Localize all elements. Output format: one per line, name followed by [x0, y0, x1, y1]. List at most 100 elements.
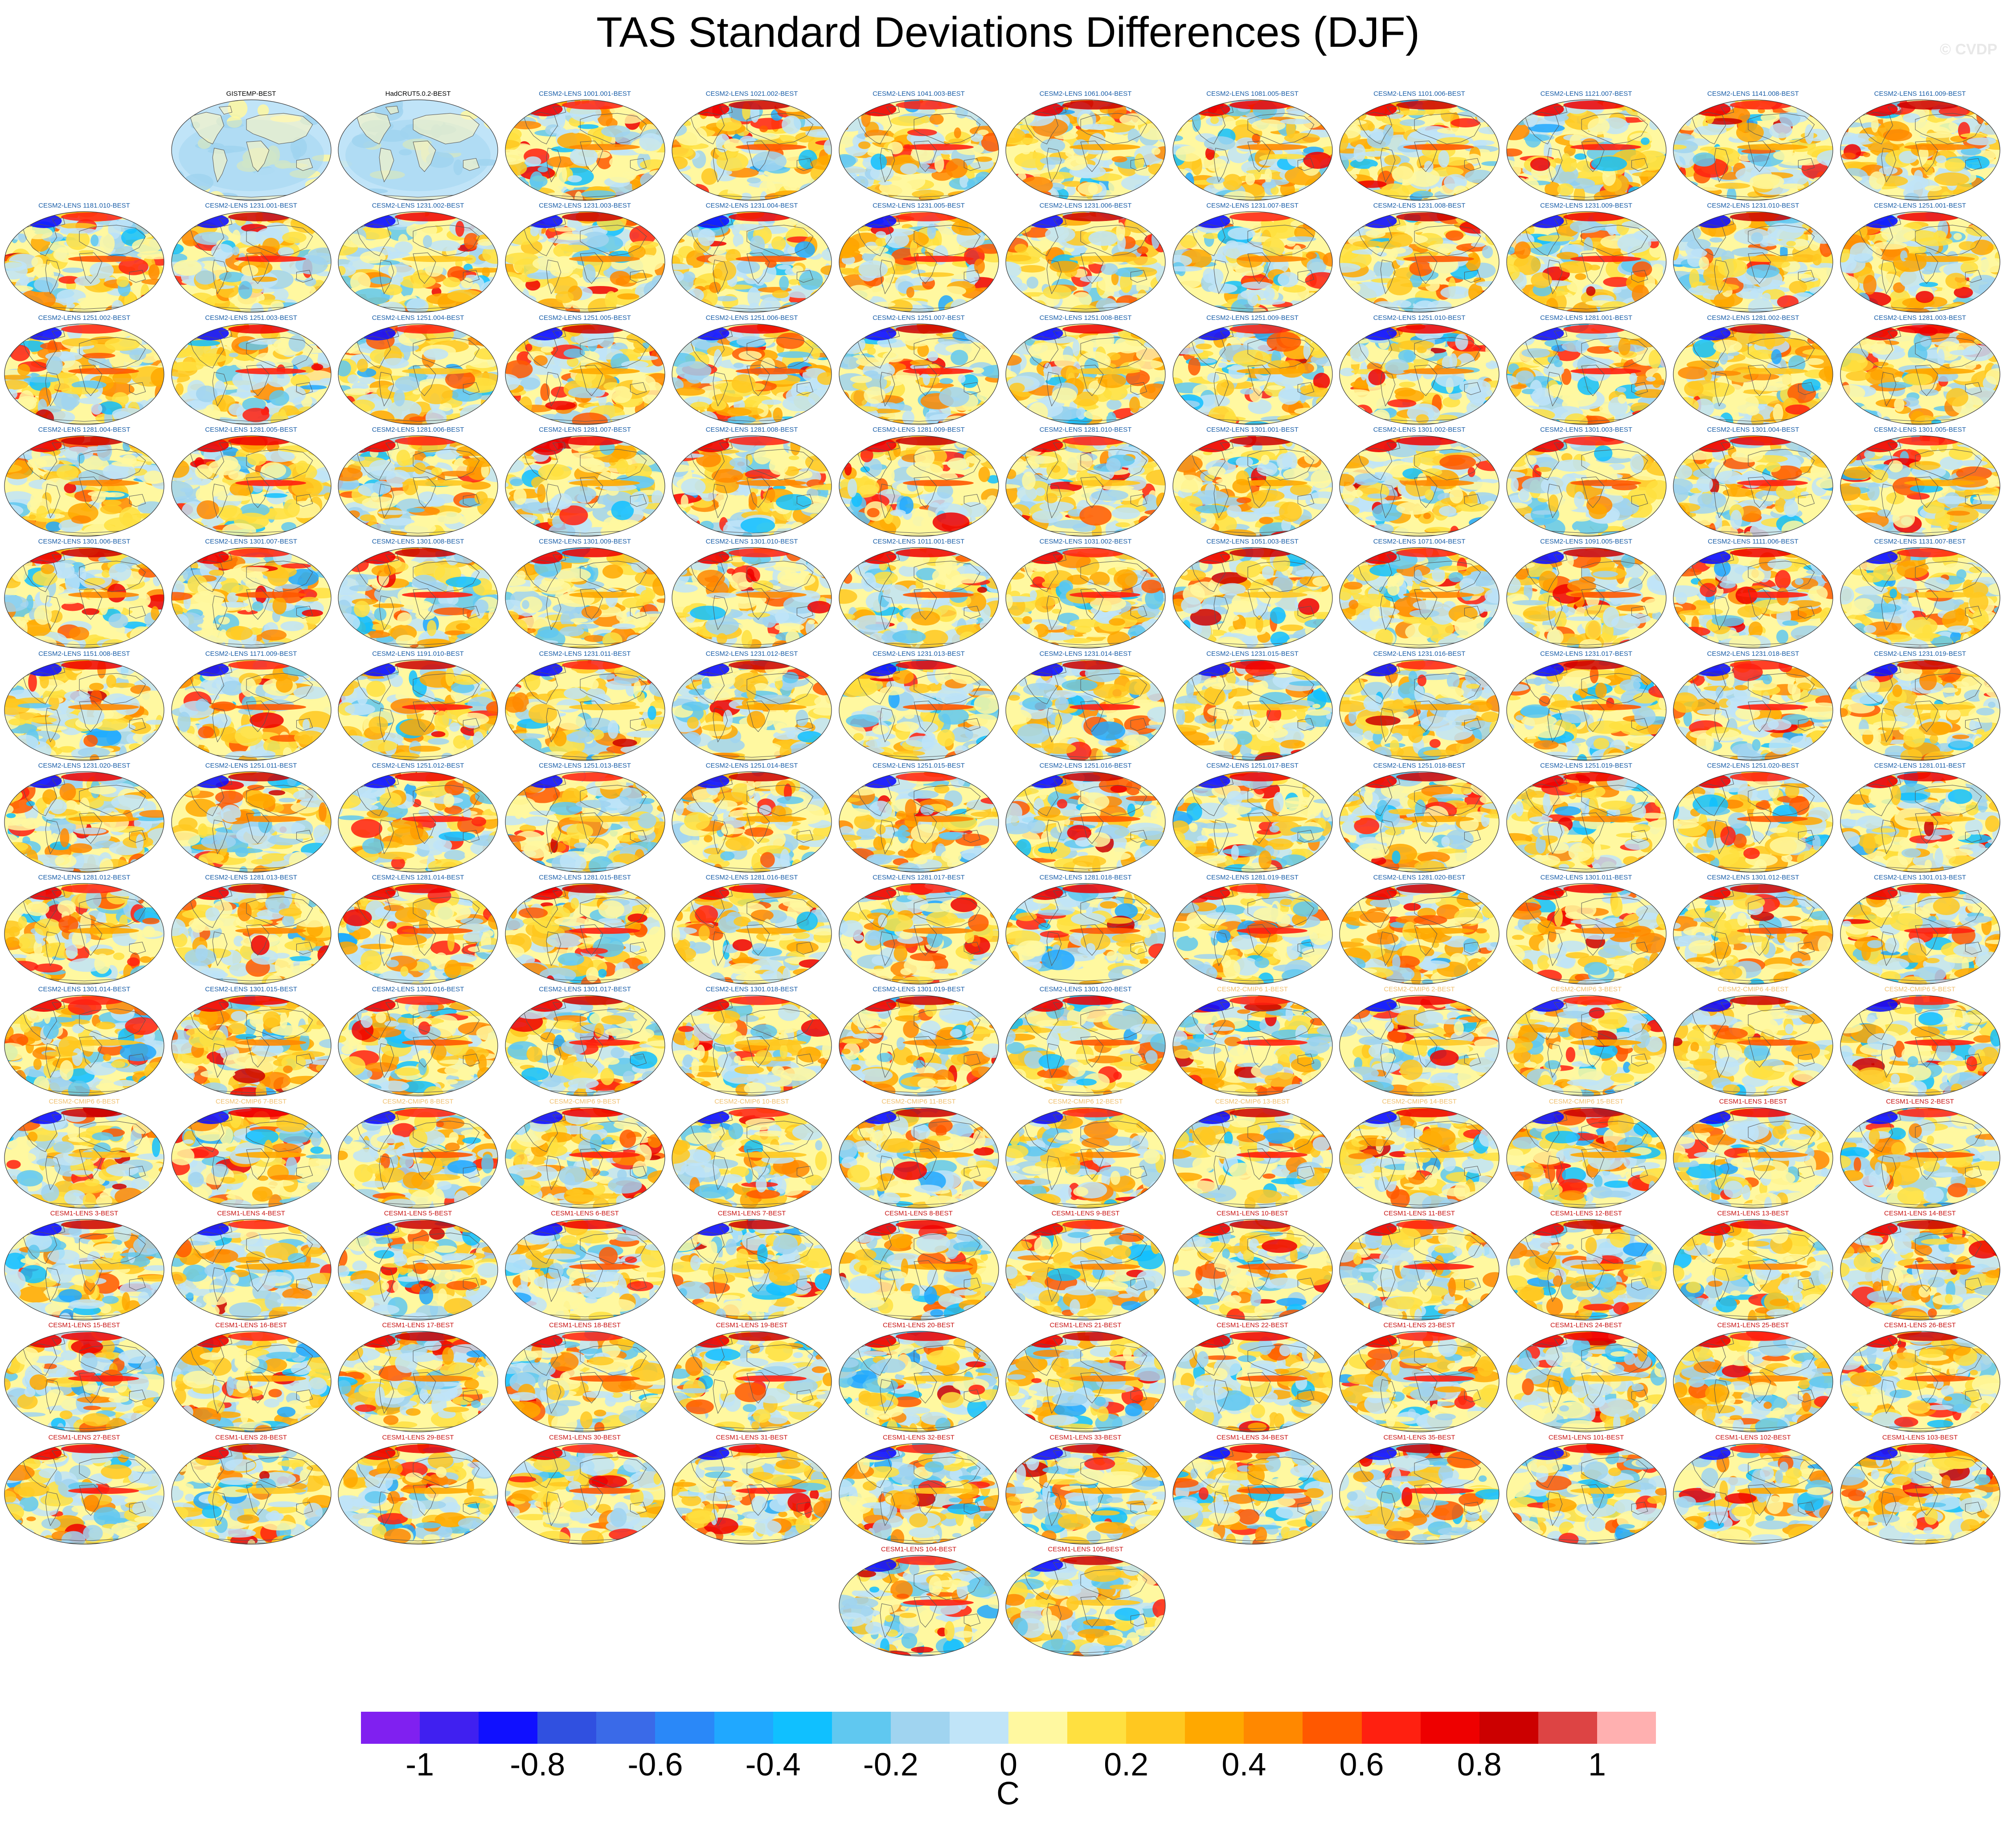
robinson-map: [504, 547, 665, 649]
robinson-map: [1339, 1219, 1500, 1321]
map-panel: CESM1-LENS 32-BEST: [838, 1434, 1000, 1546]
map-panel: CESM2-CMIP6 10-BEST: [671, 1098, 832, 1210]
panel-label: CESM1-LENS 18-BEST: [504, 1321, 666, 1329]
robinson-map: [504, 1331, 665, 1432]
panel-label: CESM2-LENS 1281.009-BEST: [838, 426, 1000, 434]
map-panel: CESM2-LENS 1101.006-BEST: [1339, 90, 1500, 202]
map-panel: CESM2-LENS 1281.003-BEST: [1840, 314, 2001, 426]
panel-label: CESM2-LENS 1301.001-BEST: [1172, 426, 1333, 434]
map-panel: CESM2-LENS 1231.008-BEST: [1339, 202, 1500, 314]
robinson-map: [171, 1107, 332, 1209]
panel-label: CESM2-LENS 1301.012-BEST: [1672, 874, 1834, 882]
map-panel: CESM2-LENS 1251.007-BEST: [838, 314, 1000, 426]
robinson-map: [171, 1219, 332, 1321]
panel-label: CESM2-LENS 1281.004-BEST: [4, 426, 165, 434]
map-panel: CESM2-LENS 1251.020-BEST: [1672, 762, 1834, 874]
map-panel: CESM1-LENS 18-BEST: [504, 1321, 666, 1434]
panel-label: CESM1-LENS 32-BEST: [838, 1434, 1000, 1442]
robinson-map: [672, 1331, 832, 1432]
panel-label: CESM2-LENS 1281.020-BEST: [1339, 874, 1500, 882]
map-panel: CESM2-LENS 1301.012-BEST: [1672, 874, 1834, 986]
robinson-map: [1673, 1219, 1833, 1321]
map-panel: CESM1-LENS 102-BEST: [1672, 1434, 1834, 1546]
panel-label: CESM1-LENS 35-BEST: [1339, 1434, 1500, 1442]
map-panel: CESM1-LENS 16-BEST: [171, 1321, 332, 1434]
map-panel: CESM2-LENS 1301.017-BEST: [504, 986, 666, 1098]
panel-label: CESM2-LENS 1301.003-BEST: [1506, 426, 1667, 434]
map-panel: CESM1-LENS 19-BEST: [671, 1321, 832, 1434]
panel-label: CESM1-LENS 1-BEST: [1672, 1098, 1834, 1106]
robinson-map: [672, 659, 832, 761]
robinson-map: [504, 771, 665, 873]
map-panel: CESM2-LENS 1301.002-BEST: [1339, 426, 1500, 538]
robinson-map: [338, 99, 498, 201]
colorbar-segment: [1538, 1712, 1598, 1744]
robinson-map: [504, 659, 665, 761]
map-panel: CESM2-LENS 1301.016-BEST: [337, 986, 499, 1098]
robinson-map: [1840, 883, 2000, 985]
robinson-map: [672, 547, 832, 649]
map-panel: CESM2-LENS 1071.004-BEST: [1339, 538, 1500, 650]
panel-label: CESM2-LENS 1051.003-BEST: [1172, 538, 1333, 546]
panel-label: CESM2-LENS 1301.016-BEST: [337, 986, 499, 994]
robinson-map: [4, 771, 164, 873]
map-panel: CESM1-LENS 17-BEST: [337, 1321, 499, 1434]
robinson-map: [1172, 883, 1333, 985]
robinson-map: [1840, 211, 2000, 313]
panel-label: CESM2-CMIP6 2-BEST: [1339, 986, 1500, 994]
panel-label: CESM2-LENS 1301.017-BEST: [504, 986, 666, 994]
robinson-map: [338, 323, 498, 425]
panel-label: CESM2-LENS 1281.001-BEST: [1506, 314, 1667, 322]
panel-label: CESM2-LENS 1251.011-BEST: [171, 762, 332, 770]
panel-label: CESM2-LENS 1231.015-BEST: [1172, 650, 1333, 658]
map-panel: CESM2-LENS 1041.003-BEST: [838, 90, 1000, 202]
panel-label: CESM2-LENS 1231.008-BEST: [1339, 202, 1500, 210]
map-panel: CESM2-LENS 1061.004-BEST: [1005, 90, 1166, 202]
colorbar-tick-label: 0.4: [1221, 1746, 1266, 1783]
map-panel: CESM2-CMIP6 9-BEST: [504, 1098, 666, 1210]
map-panel: CESM2-LENS 1151.008-BEST: [4, 650, 165, 762]
panel-label: CESM2-LENS 1251.020-BEST: [1672, 762, 1834, 770]
panel-label: CESM2-LENS 1111.006-BEST: [1672, 538, 1834, 546]
map-panel: CESM2-CMIP6 5-BEST: [1840, 986, 2001, 1098]
robinson-map: [672, 211, 832, 313]
panel-label: CESM1-LENS 28-BEST: [171, 1434, 332, 1442]
panel-label: CESM1-LENS 24-BEST: [1506, 1321, 1667, 1329]
map-panel: CESM2-CMIP6 14-BEST: [1339, 1098, 1500, 1210]
map-panel: CESM2-LENS 1191.010-BEST: [337, 650, 499, 762]
map-panel: CESM2-LENS 1011.001-BEST: [838, 538, 1000, 650]
robinson-map: [1339, 771, 1500, 873]
panel-label: CESM2-LENS 1281.014-BEST: [337, 874, 499, 882]
panel-label: CESM2-CMIP6 6-BEST: [4, 1098, 165, 1106]
panel-label: CESM1-LENS 7-BEST: [671, 1210, 832, 1218]
colorbar-segment: [890, 1712, 950, 1744]
panel-label: CESM2-LENS 1021.002-BEST: [671, 90, 832, 98]
panel-label: CESM1-LENS 14-BEST: [1840, 1210, 2001, 1218]
map-panel: CESM2-LENS 1301.009-BEST: [504, 538, 666, 650]
robinson-map: [1673, 771, 1833, 873]
panel-label: CESM1-LENS 15-BEST: [4, 1321, 165, 1329]
panel-label: CESM2-LENS 1001.001-BEST: [504, 90, 666, 98]
map-panel: CESM2-CMIP6 6-BEST: [4, 1098, 165, 1210]
panel-label: CESM2-LENS 1281.018-BEST: [1005, 874, 1166, 882]
map-panel: CESM2-LENS 1051.003-BEST: [1172, 538, 1333, 650]
map-panel: CESM2-LENS 1231.006-BEST: [1005, 202, 1166, 314]
map-panel: CESM2-LENS 1091.005-BEST: [1506, 538, 1667, 650]
robinson-map: [1005, 99, 1166, 201]
panel-label: CESM2-CMIP6 5-BEST: [1840, 986, 2001, 994]
robinson-map: [4, 995, 164, 1096]
map-panel: CESM1-LENS 9-BEST: [1005, 1210, 1166, 1322]
robinson-map: [838, 1443, 999, 1545]
panel-label: CESM2-LENS 1101.006-BEST: [1339, 90, 1500, 98]
panel-label: CESM2-LENS 1011.001-BEST: [838, 538, 1000, 546]
map-panel: CESM2-LENS 1231.001-BEST: [171, 202, 332, 314]
panel-label: CESM1-LENS 31-BEST: [671, 1434, 832, 1442]
colorbar-segment: [1361, 1712, 1421, 1744]
map-panel: CESM2-LENS 1121.007-BEST: [1506, 90, 1667, 202]
panel-label: CESM2-LENS 1231.002-BEST: [337, 202, 499, 210]
panel-label: CESM2-LENS 1231.005-BEST: [838, 202, 1000, 210]
robinson-map: [1172, 323, 1333, 425]
colorbar-segment: [1597, 1712, 1656, 1744]
panel-label: CESM2-LENS 1131.007-BEST: [1840, 538, 2001, 546]
map-panel: CESM2-CMIP6 7-BEST: [171, 1098, 332, 1210]
